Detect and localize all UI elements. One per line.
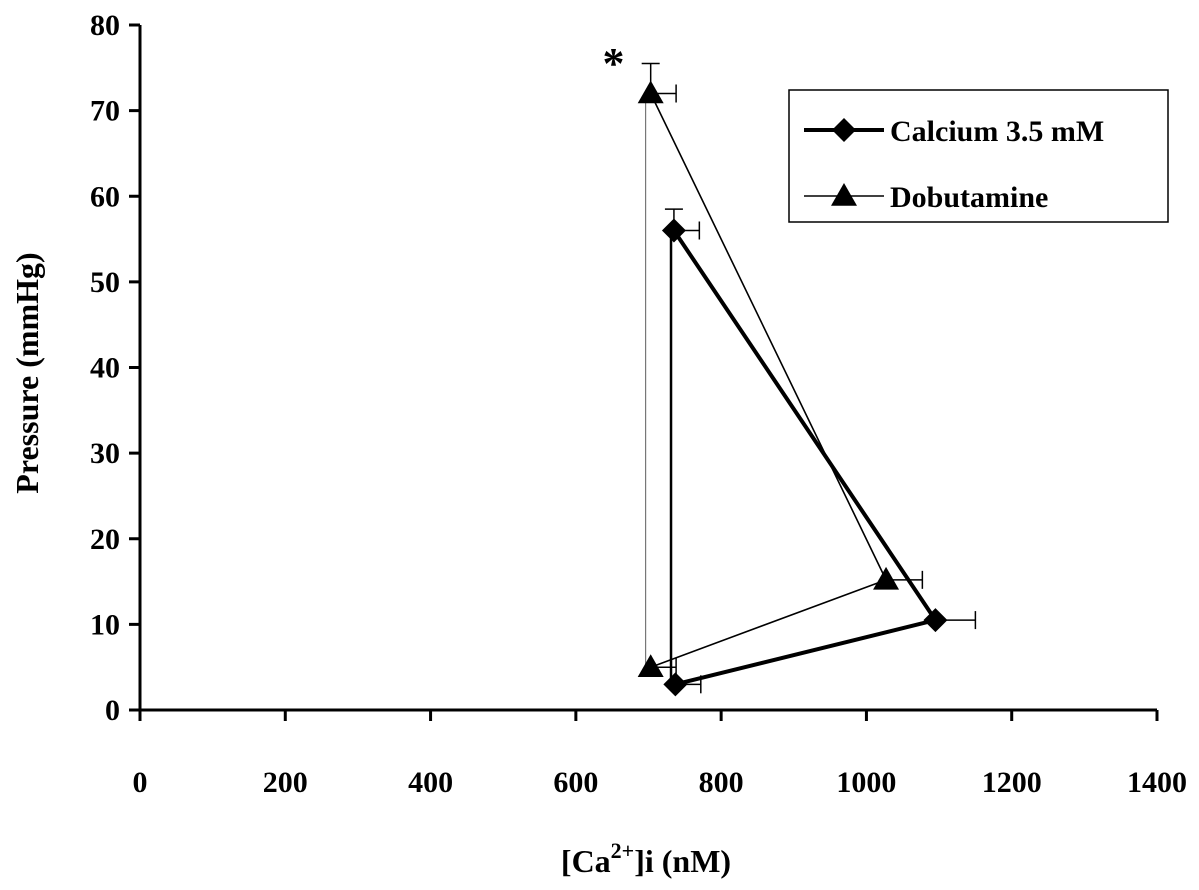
series-2 bbox=[637, 62, 924, 677]
y-tick-label: 70 bbox=[90, 95, 120, 128]
series-layer bbox=[637, 62, 977, 697]
data-point bbox=[637, 654, 664, 677]
data-point bbox=[663, 672, 688, 697]
x-axis-title: [Ca2+]i (nM) bbox=[561, 838, 731, 879]
legend-label: Dobutamine bbox=[890, 181, 1048, 214]
y-tick-label: 30 bbox=[90, 437, 120, 470]
legend-label: Calcium 3.5 mM bbox=[890, 115, 1104, 148]
legend-marker bbox=[831, 183, 857, 206]
y-tick-label: 40 bbox=[90, 352, 120, 385]
y-axis-title: Pressure (mmHg) bbox=[9, 252, 45, 493]
legend: Calcium 3.5 mM Dobutamine bbox=[788, 89, 1169, 223]
y-tick-label: 0 bbox=[105, 694, 120, 727]
x-axis-title-superscript: 2+ bbox=[611, 838, 635, 863]
x-tick-label: 200 bbox=[263, 766, 308, 799]
data-point bbox=[637, 80, 664, 104]
y-tick-label: 60 bbox=[90, 180, 120, 213]
x-tick-label: 800 bbox=[699, 766, 744, 799]
x-tick-label: 0 bbox=[133, 766, 148, 799]
x-tick-label: 1200 bbox=[982, 766, 1042, 799]
series-1 bbox=[661, 208, 977, 697]
legend-marker bbox=[832, 118, 856, 142]
data-point bbox=[923, 608, 948, 633]
y-tick-label: 20 bbox=[90, 523, 120, 556]
data-point bbox=[873, 566, 900, 590]
x-axis-title-suffix: ]i (nM) bbox=[634, 843, 731, 879]
annotation-layer: * bbox=[603, 39, 625, 88]
x-tick-label: 1000 bbox=[836, 766, 896, 799]
y-tick-label: 50 bbox=[90, 266, 120, 299]
series-line bbox=[672, 229, 938, 687]
significance-annotation: * bbox=[603, 39, 625, 88]
y-tick-label: 80 bbox=[90, 9, 120, 42]
data-point bbox=[661, 218, 686, 243]
x-axis-title-prefix: [Ca bbox=[561, 843, 611, 879]
x-tick-label: 600 bbox=[553, 766, 598, 799]
y-tick-label: 10 bbox=[90, 608, 120, 641]
x-tick-label: 1400 bbox=[1127, 766, 1187, 799]
x-tick-label: 400 bbox=[408, 766, 453, 799]
